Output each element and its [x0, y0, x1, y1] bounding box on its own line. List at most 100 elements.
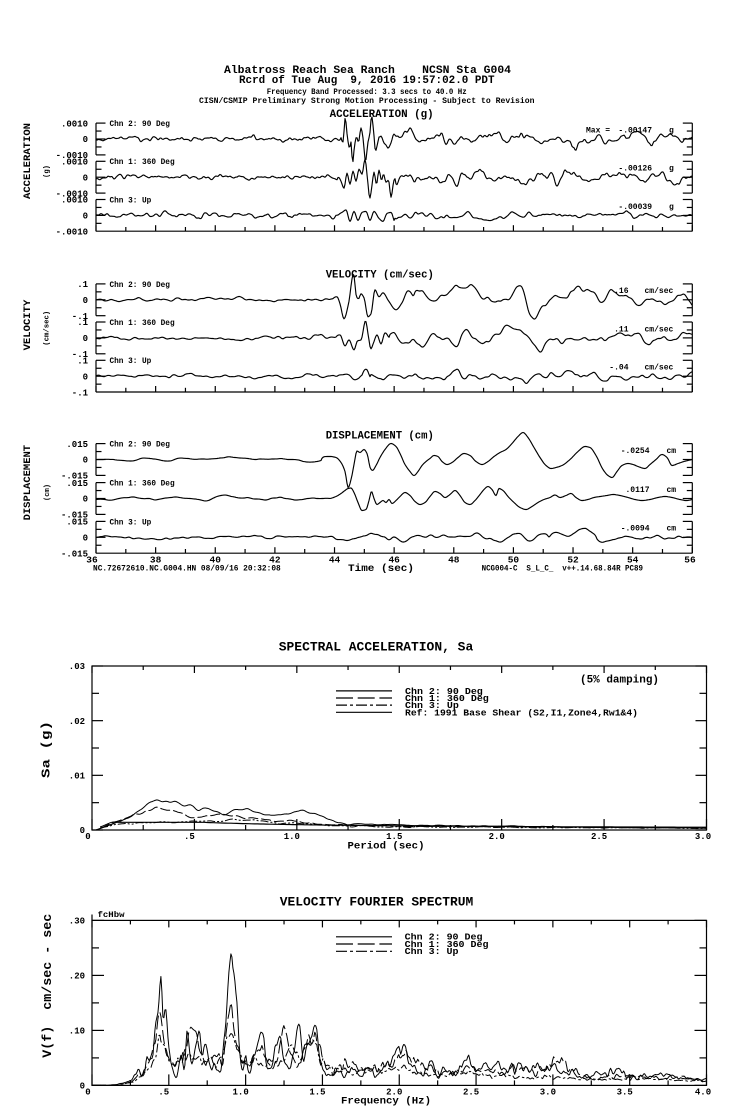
svg-text:Chn 1: 360 Deg: Chn 1: 360 Deg [110, 159, 175, 167]
svg-text:VELOCITY FOURIER SPECTRUM: VELOCITY FOURIER SPECTRUM [280, 895, 474, 910]
svg-text:DISPLACEMENT: DISPLACEMENT [22, 445, 34, 521]
svg-text:50: 50 [508, 555, 520, 566]
svg-text:0: 0 [85, 1087, 90, 1097]
svg-text:1.0: 1.0 [233, 1087, 249, 1097]
svg-text:0: 0 [80, 826, 85, 836]
svg-text:Chn 2: 90 Deg: Chn 2: 90 Deg [110, 121, 171, 129]
svg-text:0: 0 [83, 135, 88, 145]
svg-text:ACCELERATION: ACCELERATION [22, 123, 34, 199]
svg-text:-.0010: -.0010 [56, 228, 88, 238]
svg-text:.1: .1 [77, 357, 88, 367]
svg-text:-.1: -.1 [72, 312, 89, 322]
svg-text:(cm): (cm) [44, 484, 52, 501]
svg-text:ACCELERATION (g): ACCELERATION (g) [330, 109, 434, 121]
svg-text:(g): (g) [43, 165, 51, 178]
svg-text:52: 52 [567, 555, 579, 566]
svg-text:Time (sec): Time (sec) [348, 563, 414, 575]
svg-text:0: 0 [85, 832, 90, 842]
svg-text:4.0: 4.0 [695, 1087, 711, 1097]
svg-text:38: 38 [150, 555, 162, 566]
svg-text:Chn 3: Up: Chn 3: Up [110, 519, 152, 527]
svg-text:CISN/CSMIP Preliminary Strong: CISN/CSMIP Preliminary Strong Motion Pro… [199, 97, 535, 106]
svg-text:2.0: 2.0 [386, 1087, 402, 1097]
svg-text:1.5: 1.5 [386, 832, 402, 842]
svg-text:-.015: -.015 [61, 549, 88, 559]
svg-text:cm: cm [667, 486, 677, 495]
svg-text:.0010: .0010 [61, 196, 88, 206]
svg-text:0: 0 [83, 456, 88, 466]
svg-text:.015: .015 [66, 518, 88, 528]
svg-text:.11: .11 [614, 325, 629, 334]
svg-text:0: 0 [83, 495, 88, 505]
svg-text:Chn 2: 90 Deg: Chn 2: 90 Deg [110, 282, 171, 290]
svg-text:0: 0 [83, 296, 88, 306]
svg-text:44: 44 [329, 555, 341, 566]
svg-text:g: g [669, 126, 674, 135]
svg-text:-.00126: -.00126 [618, 165, 652, 174]
svg-text:.015: .015 [66, 479, 88, 489]
svg-text:1.0: 1.0 [284, 832, 300, 842]
svg-text:2.5: 2.5 [591, 832, 607, 842]
svg-text:.02: .02 [69, 717, 85, 727]
svg-text:Sa (g): Sa (g) [40, 721, 54, 778]
svg-text:Chn 3: Up: Chn 3: Up [110, 197, 152, 205]
svg-text:0: 0 [83, 372, 88, 382]
svg-text:-.0010: -.0010 [56, 189, 88, 199]
svg-text:.16: .16 [614, 287, 629, 296]
svg-text:.10: .10 [69, 1027, 85, 1037]
svg-text:VELOCITY (cm/sec): VELOCITY (cm/sec) [326, 269, 434, 281]
svg-text:.1: .1 [77, 318, 88, 328]
svg-text:NCG004-C S_L_C_ v++.14.68.84: NCG004-C S_L_C_ v++.14.68.84R PC89 [482, 564, 644, 573]
svg-text:Ref: 1991 Base Shear (S2,I1,Zo: Ref: 1991 Base Shear (S2,I1,Zone4,Rw1&4) [405, 708, 638, 718]
svg-text:g: g [669, 165, 674, 174]
svg-text:.0010: .0010 [61, 158, 88, 168]
svg-text:0: 0 [83, 334, 88, 344]
svg-text:cm: cm [667, 525, 677, 534]
svg-text:-.015: -.015 [61, 472, 88, 482]
svg-text:2.5: 2.5 [463, 1087, 479, 1097]
svg-text:Period (sec): Period (sec) [348, 841, 425, 853]
svg-text:40: 40 [210, 555, 222, 566]
svg-text:Chn 2: 90 Deg: Chn 2: 90 Deg [110, 442, 171, 450]
svg-text:3.0: 3.0 [540, 1087, 556, 1097]
svg-text:-.00039: -.00039 [618, 203, 652, 212]
svg-text:cm: cm [667, 447, 677, 456]
svg-text:0: 0 [80, 1082, 85, 1092]
svg-text:Chn 2: 90 Deg: Chn 2: 90 Deg [405, 687, 483, 697]
svg-text:-.1: -.1 [72, 388, 89, 398]
svg-text:fcHbw: fcHbw [98, 911, 125, 920]
svg-text:48: 48 [448, 555, 460, 566]
svg-text:.01: .01 [69, 772, 86, 782]
svg-text:56: 56 [684, 555, 696, 566]
svg-text:DISPLACEMENT (cm): DISPLACEMENT (cm) [326, 430, 434, 442]
svg-text:(cm/sec): (cm/sec) [44, 311, 52, 346]
svg-text:36: 36 [86, 555, 98, 566]
svg-text:-.0010: -.0010 [56, 151, 88, 161]
svg-text:Chn 3: Up: Chn 3: Up [405, 947, 459, 957]
svg-text:.0010: .0010 [61, 119, 88, 129]
svg-text:Chn 2: 90 Deg: Chn 2: 90 Deg [405, 933, 483, 943]
svg-text:54: 54 [627, 555, 639, 566]
svg-text:42: 42 [269, 555, 281, 566]
svg-text:46: 46 [388, 555, 400, 566]
svg-text:3.5: 3.5 [617, 1087, 633, 1097]
svg-text:Max =: Max = [586, 126, 610, 135]
svg-text:-.015: -.015 [61, 511, 88, 521]
svg-text:-.00147: -.00147 [618, 126, 652, 135]
svg-text:.0117: .0117 [625, 486, 649, 495]
svg-text:VELOCITY: VELOCITY [22, 299, 34, 350]
svg-text:0: 0 [83, 173, 88, 183]
svg-text:cm/sec: cm/sec [645, 325, 674, 334]
svg-text:Rcrd of Tue Aug 9, 2016 19:57: Rcrd of Tue Aug 9, 2016 19:57:02.0 PDT [239, 75, 495, 87]
svg-text:Albatross Reach Sea Ranch N: Albatross Reach Sea Ranch NCSN Sta G004 [224, 65, 511, 77]
svg-text:Chn 1: 360 Deg: Chn 1: 360 Deg [110, 320, 175, 328]
svg-text:0: 0 [83, 212, 88, 222]
svg-text:Frequency (Hz): Frequency (Hz) [341, 1096, 431, 1108]
svg-text:-.0094: -.0094 [621, 525, 650, 534]
svg-text:0: 0 [83, 534, 88, 544]
svg-text:-.0254: -.0254 [621, 447, 650, 456]
svg-text:Chn 1: 360 Deg: Chn 1: 360 Deg [110, 481, 175, 489]
svg-text:cm/sec: cm/sec [645, 364, 674, 373]
svg-text:.5: .5 [184, 832, 195, 842]
svg-text:-.1: -.1 [72, 350, 89, 360]
